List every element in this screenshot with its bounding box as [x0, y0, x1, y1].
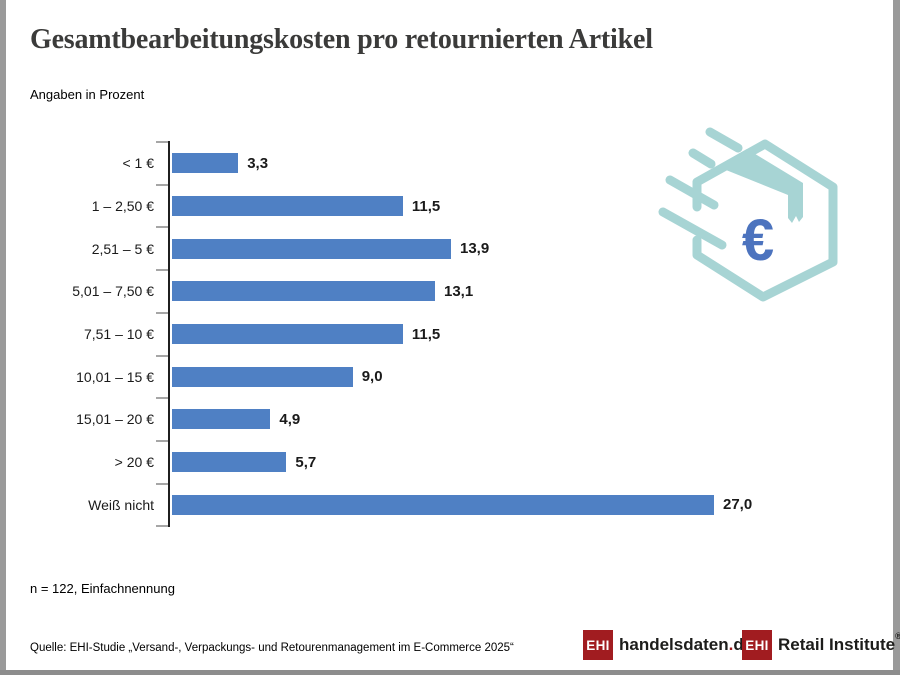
ehi-logo-box: EHI: [583, 630, 613, 660]
handelsdaten-name: handelsdaten: [619, 635, 729, 654]
category-label: 7,51 – 10 €: [83, 326, 154, 343]
axis-tick: [156, 311, 168, 314]
chart-subtitle: Angaben in Prozent: [30, 87, 145, 102]
bar: [172, 366, 353, 387]
bar-zone: 11,5: [170, 196, 770, 217]
retail-institute-name: Retail Institute: [778, 635, 896, 654]
bar: [172, 494, 714, 515]
value-label: 5,7: [295, 453, 317, 471]
axis-tick: [156, 525, 168, 528]
ehi-logo-box: EHI: [742, 630, 772, 660]
chart-rows: < 1 € 3,3 1 – 2,50 € 11,5 2,51 – 5 € 13,…: [30, 142, 770, 526]
value-label: 3,3: [247, 154, 269, 172]
chart-row: 7,51 – 10 € 11,5: [30, 313, 770, 356]
flying-parcel-euro-icon: €: [658, 127, 838, 302]
category-label: > 20 €: [114, 454, 154, 471]
value-label: 13,1: [444, 282, 474, 300]
bar: [172, 409, 271, 430]
speed-line-4: [658, 207, 727, 250]
category-label: 1 – 2,50 €: [91, 198, 154, 215]
handelsdaten-dot: .: [728, 635, 734, 654]
footnote: n = 122, Einfachnennung: [30, 581, 175, 596]
axis-tick: [156, 397, 168, 400]
speed-line-1: [705, 127, 743, 153]
axis-tick: [156, 354, 168, 357]
axis-tick: [156, 183, 168, 186]
axis-tick: [156, 269, 168, 272]
bar-zone: 27,0: [170, 494, 770, 515]
bar-zone: 13,9: [170, 238, 770, 259]
chart-row: 1 – 2,50 € 11,5: [30, 185, 770, 228]
value-label: 4,9: [279, 410, 301, 428]
frame-right: [893, 0, 900, 675]
chart-row: 5,01 – 7,50 € 13,1: [30, 270, 770, 313]
logo-ehi-retail-institute: EHI Retail Institute®: [742, 630, 900, 660]
bar: [172, 238, 451, 259]
axis-tick: [156, 141, 168, 143]
registered-mark: ®: [895, 631, 900, 641]
bar: [172, 196, 403, 217]
chart-row: 2,51 – 5 € 13,9: [30, 227, 770, 270]
speed-line-2: [688, 148, 716, 169]
page-title: Gesamtbearbeitungskosten pro retourniert…: [30, 24, 653, 55]
bar-zone: 11,5: [170, 324, 770, 345]
category-label: < 1 €: [122, 155, 154, 172]
logo-ehi-handelsdaten: EHI handelsdaten.de: [583, 630, 753, 660]
bar: [172, 324, 403, 345]
y-axis-line: [168, 141, 170, 527]
bar-zone: 5,7: [170, 452, 770, 473]
axis-tick: [156, 226, 168, 229]
bar: [172, 281, 435, 302]
bar-zone: 4,9: [170, 409, 770, 430]
category-label: 2,51 – 5 €: [91, 240, 154, 257]
frame-bottom: [0, 670, 900, 675]
value-label: 27,0: [723, 496, 753, 514]
parcel-box-outline: [692, 139, 838, 302]
chart-row: < 1 € 3,3: [30, 142, 770, 185]
bar: [172, 452, 287, 473]
parcel-tape-band: [726, 149, 803, 223]
category-label: 5,01 – 7,50 €: [72, 283, 154, 300]
value-label: 11,5: [411, 197, 441, 215]
value-label: 11,5: [411, 325, 441, 343]
value-label: 13,9: [460, 240, 490, 258]
bar-zone: 13,1: [170, 281, 770, 302]
category-label: Weiß nicht: [88, 496, 154, 513]
category-label: 10,01 – 15 €: [76, 368, 154, 385]
bar-zone: 3,3: [170, 153, 770, 174]
handelsdaten-logo-text: handelsdaten.de: [619, 635, 753, 655]
chart-row: Weiß nicht 27,0: [30, 484, 770, 527]
chart-row: 15,01 – 20 € 4,9: [30, 398, 770, 441]
bar-chart: < 1 € 3,3 1 – 2,50 € 11,5 2,51 – 5 € 13,…: [30, 141, 770, 528]
bar: [172, 153, 239, 174]
retail-institute-logo-text: Retail Institute®: [778, 631, 900, 655]
source-note: Quelle: EHI-Studie „Versand-, Verpackung…: [30, 642, 514, 654]
speed-line-3: [665, 175, 719, 210]
value-label: 9,0: [361, 368, 383, 386]
bar-zone: 9,0: [170, 366, 770, 387]
chart-row: 10,01 – 15 € 9,0: [30, 355, 770, 398]
category-label: 15,01 – 20 €: [76, 411, 154, 428]
chart-row: > 20 € 5,7: [30, 441, 770, 484]
euro-symbol: €: [742, 208, 774, 273]
frame-left: [0, 0, 6, 675]
axis-tick: [156, 482, 168, 485]
axis-tick: [156, 439, 168, 442]
